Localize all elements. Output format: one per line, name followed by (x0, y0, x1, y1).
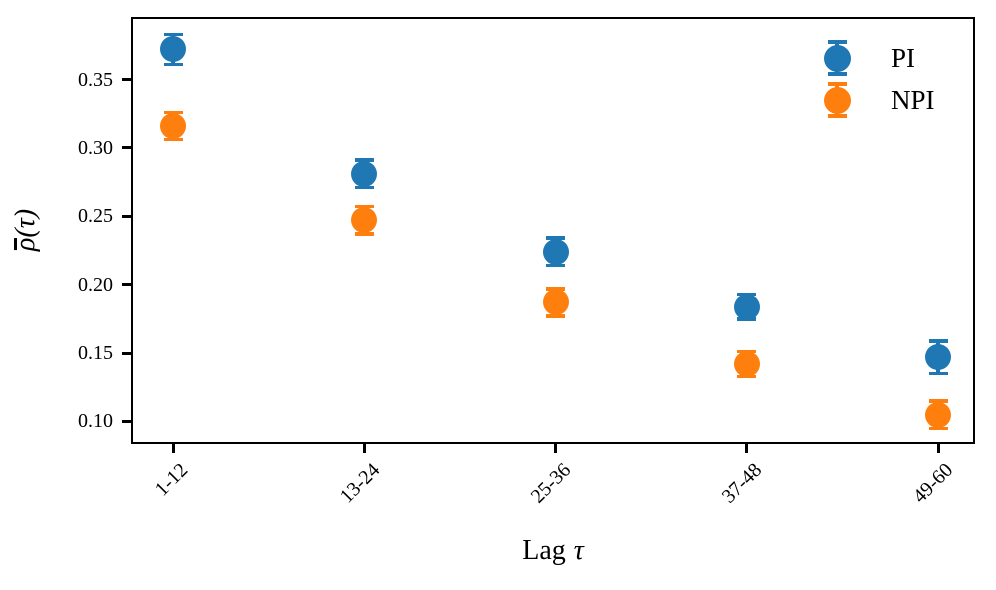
ylabel-suffix: (τ) (10, 208, 41, 238)
errorbar-cap-top-NPI-49-60 (928, 399, 948, 403)
y-axis-tick (122, 283, 131, 287)
errorbar-cap-bottom-PI-13-24 (354, 185, 374, 190)
data-point-NPI-49-60 (925, 401, 951, 428)
x-axis-tick (362, 444, 366, 453)
errorbar-cap-top-PI-1-12 (163, 32, 183, 37)
data-point-NPI-37-48 (733, 351, 760, 378)
errorbar-cap-bottom-PI-49-60 (928, 371, 948, 376)
y-axis-tick (122, 419, 131, 423)
errorbar-cap-top-PI-49-60 (928, 339, 948, 343)
xlabel-text: Lag (522, 535, 566, 566)
legend-marker-PI (819, 37, 855, 79)
errorbar-cap-bottom-NPI-1-12 (163, 137, 183, 142)
errorbar-cap-top-NPI-1-12 (163, 110, 183, 115)
legend-label-NPI: NPI (891, 84, 935, 115)
plot-area (131, 17, 975, 444)
legend-cap-top-PI (827, 40, 847, 44)
x-tick-label: 1-12 (151, 459, 193, 501)
y-axis-label: ρ(τ) (10, 209, 42, 251)
y-tick-label: 0.30 (78, 136, 113, 159)
y-axis-tick (122, 214, 131, 218)
data-point-NPI-13-24 (351, 207, 378, 234)
legend-entry-NPI: NPI (819, 79, 935, 121)
y-tick-label: 0.25 (78, 205, 113, 228)
legend-circle-PI (823, 44, 851, 72)
x-axis-tick (936, 444, 940, 453)
errorbar-cap-top-PI-25-36 (546, 236, 565, 240)
errorbar-cap-bottom-NPI-49-60 (928, 426, 948, 431)
y-axis-tick (122, 78, 131, 82)
data-point-NPI-25-36 (542, 289, 569, 316)
y-tick-label: 0.10 (78, 410, 113, 433)
errorbar-cap-bottom-PI-1-12 (163, 62, 183, 67)
legend-marker-NPI (819, 79, 855, 121)
ylabel-rho-bar: ρ (10, 237, 41, 252)
legend-label-PI: PI (891, 42, 916, 73)
errorbar-cap-top-NPI-25-36 (546, 287, 565, 291)
data-point-PI-13-24 (351, 160, 378, 187)
legend-cap-bottom-PI (827, 72, 847, 76)
errorbar-cap-bottom-NPI-13-24 (354, 232, 374, 236)
legend-entry-PI: PI (819, 37, 935, 79)
data-point-PI-37-48 (733, 293, 760, 320)
x-axis-tick (745, 444, 749, 453)
errorbar-cap-top-NPI-13-24 (354, 204, 374, 209)
x-axis-tick (171, 444, 175, 453)
x-tick-label: 37-48 (717, 459, 767, 508)
legend-circle-NPI (823, 86, 851, 114)
data-point-NPI-1-12 (160, 113, 186, 140)
y-axis-tick (122, 146, 131, 150)
y-tick-label: 0.35 (78, 68, 113, 91)
xlabel-tau-symbol: τ (573, 535, 584, 566)
data-point-PI-49-60 (925, 344, 951, 371)
errorbar-cap-bottom-NPI-25-36 (546, 314, 565, 318)
y-axis-tick (122, 351, 131, 355)
legend: PI NPI (819, 37, 935, 121)
x-axis-label: Lag τ (522, 535, 584, 567)
data-point-PI-25-36 (542, 238, 569, 265)
data-point-PI-1-12 (160, 36, 186, 63)
errorbar-cap-bottom-PI-25-36 (546, 263, 565, 268)
y-tick-label: 0.15 (78, 342, 113, 365)
y-tick-label: 0.20 (78, 273, 113, 296)
x-axis-tick (554, 444, 557, 453)
x-tick-label: 13-24 (335, 459, 384, 508)
errorbar-cap-top-PI-13-24 (354, 158, 374, 162)
x-tick-label: 25-36 (526, 459, 576, 508)
legend-cap-bottom-NPI (827, 114, 847, 118)
legend-cap-top-NPI (827, 82, 847, 86)
x-tick-label: 49-60 (908, 459, 958, 508)
